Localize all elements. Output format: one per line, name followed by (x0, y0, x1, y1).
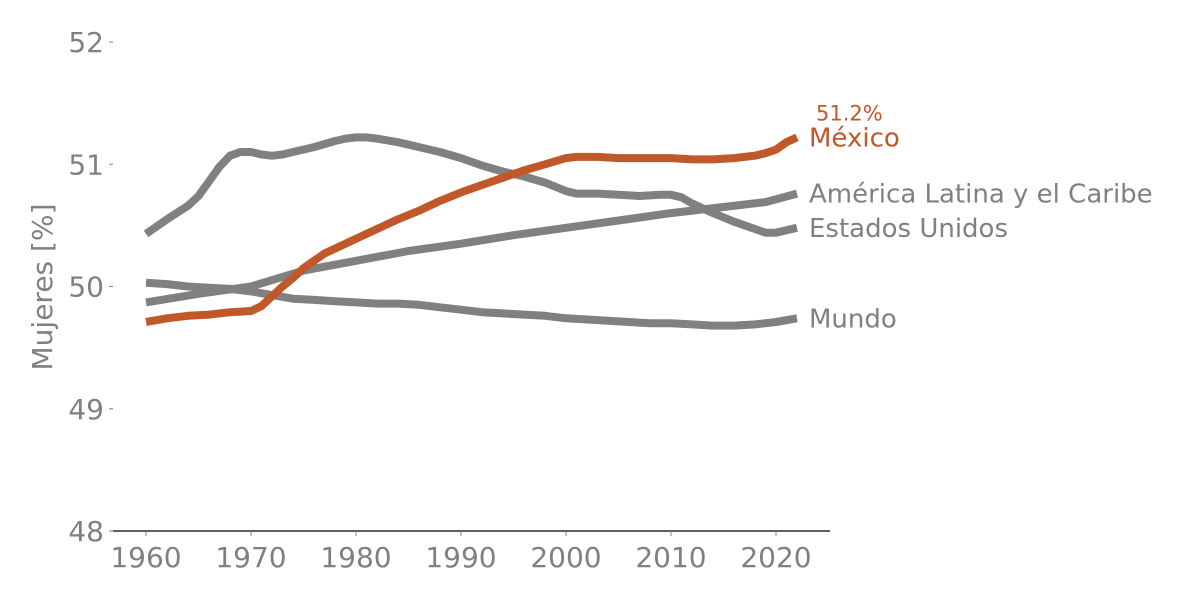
x-tick-label: 1990 (425, 541, 496, 574)
x-tick-label: 1960 (110, 541, 181, 574)
series-lines (143, 133, 799, 330)
series-label-mexico: México (809, 123, 900, 153)
series-label-estados-unidos: Estados Unidos (809, 214, 1008, 244)
y-tick-label: 48 (68, 515, 104, 548)
y-tick-label: 49 (68, 393, 104, 426)
y-tick-label: 51 (68, 148, 104, 181)
y-tick-label: 52 (68, 26, 104, 59)
series-label-america-latina-y-el-caribe: América Latina y el Caribe (809, 180, 1153, 210)
x-tick-label: 2010 (635, 541, 706, 574)
x-tick-label: 1980 (320, 541, 391, 574)
series-label-mundo: Mundo (809, 304, 897, 334)
series-line-estados-unidos (143, 133, 798, 238)
axes: 48 49 50 51 52 1960 1970 1980 1990 2000 2010 2020 (68, 26, 830, 574)
series-line-mexico (145, 133, 799, 326)
y-tick-label: 50 (68, 271, 104, 304)
x-tick-label: 2000 (530, 541, 601, 574)
series-labels: Estados Unidos Mundo América Latina y el C… (809, 101, 1153, 334)
value-annotation: 51.2% (816, 101, 883, 125)
y-axis-title: Mujeres [%] (26, 204, 59, 371)
x-tick-label: 2020 (740, 541, 811, 574)
x-tick-label: 1970 (215, 541, 286, 574)
series-line-mundo (145, 278, 798, 330)
series-line-america-latina-y-el-caribe (145, 189, 799, 307)
